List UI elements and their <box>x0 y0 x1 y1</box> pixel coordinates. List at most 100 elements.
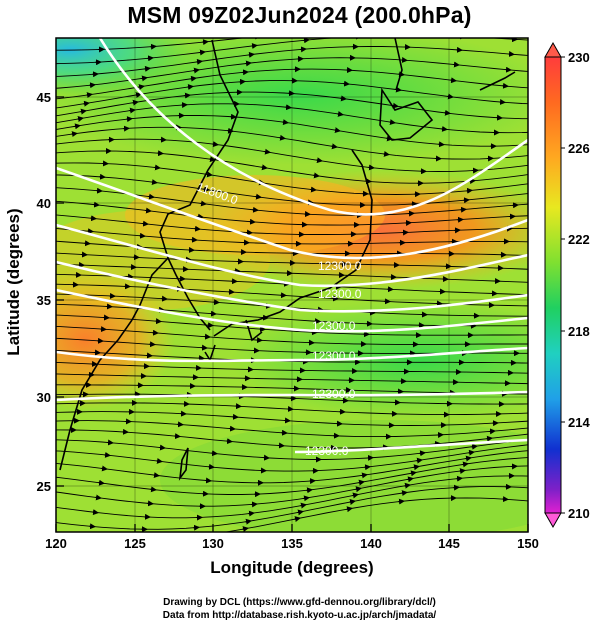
wind-arrow <box>418 450 426 457</box>
x-tick-label: 150 <box>517 536 539 551</box>
credit-drawing: Drawing by DCL (https://www.gfd-dennou.o… <box>163 597 436 608</box>
wind-arrow <box>206 322 214 329</box>
wind-arrow <box>485 435 493 442</box>
wind-arrow <box>152 472 160 479</box>
wind-arrow <box>299 502 307 509</box>
streamline <box>56 475 528 519</box>
streamline <box>56 38 247 51</box>
wind-arrow <box>302 495 310 502</box>
wind-arrow <box>339 95 347 102</box>
wind-arrow <box>284 104 292 111</box>
wind-arrow <box>70 131 78 138</box>
streamline <box>56 150 528 184</box>
colorbar-gradient <box>544 56 562 514</box>
wind-arrow <box>336 110 344 117</box>
contour-line <box>294 438 528 454</box>
wind-arrow <box>198 49 206 56</box>
wind-arrow <box>100 465 108 472</box>
streamline <box>56 465 528 507</box>
wind-arrow <box>193 225 201 232</box>
wind-arrow <box>146 55 154 62</box>
wind-arrow <box>106 439 114 446</box>
streamline <box>56 38 528 65</box>
wind-arrow <box>103 451 111 458</box>
wind-arrow <box>406 476 414 483</box>
wind-arrow <box>228 425 236 432</box>
colorbar-bottom-triangle <box>544 512 562 529</box>
x-tick-labels: 120 125 130 135 140 145 150 <box>45 536 539 551</box>
wind-arrow <box>488 428 496 435</box>
contour-line <box>56 288 528 333</box>
wind-arrow <box>95 187 103 194</box>
chart-title: MSM 09Z02Jun2024 (200.0hPa) <box>127 2 472 28</box>
wind-arrow <box>250 42 258 49</box>
wind-arrow <box>186 83 194 90</box>
y-tick-label: 40 <box>37 196 51 211</box>
wind-arrow <box>156 150 164 157</box>
wind-arrow <box>183 92 191 99</box>
wind-arrow <box>173 433 181 440</box>
wind-arrow <box>254 38 261 40</box>
colorbar-label: 226 <box>568 141 590 156</box>
colorbar-top-triangle <box>544 41 562 58</box>
wind-arrow <box>247 510 255 517</box>
wind-arrow <box>73 123 81 130</box>
x-tick-label: 135 <box>281 536 303 551</box>
streamline <box>56 325 528 345</box>
colorbar-label: 214 <box>568 415 590 430</box>
streamline <box>56 46 528 77</box>
contour-line <box>56 166 528 260</box>
wind-arrow <box>504 66 512 73</box>
wind-arrow <box>296 509 304 516</box>
wind-arrow <box>201 39 209 46</box>
wind-arrow <box>470 443 478 450</box>
wind-arrow <box>449 77 457 84</box>
wind-arrow <box>306 31 312 32</box>
x-tick-label: 145 <box>438 536 460 551</box>
wind-arrow <box>397 498 405 505</box>
wind-arrow <box>155 457 163 464</box>
wind-arrow <box>92 201 100 208</box>
wind-arrow <box>125 116 133 123</box>
wind-arrow <box>89 215 97 222</box>
wind-arrow <box>501 82 509 89</box>
wind-arrow <box>309 186 317 193</box>
wind-arrow <box>498 98 506 105</box>
wind-arrow <box>357 479 365 486</box>
streamline <box>56 138 528 172</box>
wind-arrow <box>299 46 307 53</box>
contour-line <box>56 346 528 363</box>
wind-arrow <box>342 80 350 87</box>
wind-arrow <box>382 150 390 157</box>
streamline <box>56 162 528 195</box>
wind-arrow <box>82 100 90 107</box>
wind-arrow <box>141 220 149 227</box>
wind-arrow <box>278 134 286 141</box>
wind-arrow <box>293 516 301 523</box>
wind-arrow <box>210 450 218 457</box>
contour-line <box>98 38 528 216</box>
wind-arrow <box>91 509 99 516</box>
wind-arrow <box>409 470 417 477</box>
wind-arrow <box>415 457 423 464</box>
wind-arrow <box>333 127 341 134</box>
wind-arrow <box>79 108 87 115</box>
wind-arrow <box>241 69 249 76</box>
wind-arrow <box>459 206 467 213</box>
wind-arrow <box>98 173 106 180</box>
wind-arrow <box>149 486 157 493</box>
wind-arrow <box>241 526 249 532</box>
wind-arrow <box>192 524 200 531</box>
credit-data: Data from http://database.rish.kyoto-u.a… <box>162 610 437 621</box>
wind-arrow <box>83 240 91 247</box>
wind-arrow <box>351 492 359 499</box>
streamline <box>56 349 528 364</box>
wind-arrow <box>312 172 320 179</box>
wind-arrow <box>354 486 362 493</box>
wind-arrow <box>137 84 145 90</box>
wind-arrow <box>305 487 313 494</box>
wind-arrow <box>315 157 323 164</box>
y-tick-label: 30 <box>37 390 51 405</box>
streamline <box>56 444 528 472</box>
wind-arrow <box>437 141 445 148</box>
